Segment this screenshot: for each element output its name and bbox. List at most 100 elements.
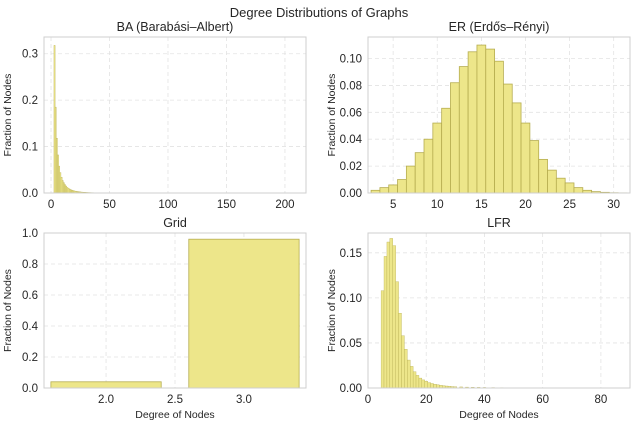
bar — [424, 381, 428, 389]
x-tick-label: 50 — [103, 199, 116, 211]
y-tick-label: 0.15 — [340, 248, 362, 260]
y-axis-label: Fraction of Nodes — [326, 74, 338, 157]
bar — [54, 106, 57, 194]
x-tick-label: 200 — [275, 199, 294, 211]
bar — [64, 184, 66, 194]
bar — [458, 66, 469, 194]
bar — [407, 359, 411, 389]
bar — [529, 140, 540, 194]
bar — [58, 165, 60, 194]
x-tick-label: 2.5 — [167, 394, 183, 406]
bar — [538, 158, 548, 194]
y-axis-label: Fraction of Nodes — [2, 74, 14, 157]
bar — [485, 48, 495, 194]
x-tick-label: 2.0 — [98, 394, 114, 406]
bar — [398, 313, 402, 389]
subplot-title: ER (Erdős–Rényi) — [449, 20, 550, 34]
bar — [430, 383, 434, 389]
y-axis-label: Fraction of Nodes — [2, 269, 14, 352]
bar — [415, 375, 420, 389]
subplot-title: BA (Barabási–Albert) — [117, 20, 234, 34]
y-tick-label: 0.0 — [22, 383, 38, 395]
bar — [379, 187, 390, 194]
x-tick-label: 0 — [48, 199, 54, 211]
subplot-title: Grid — [163, 216, 187, 230]
x-axis-label: Degree of Nodes — [135, 409, 214, 421]
bar — [511, 102, 522, 194]
axes-frame — [43, 36, 307, 194]
y-tick-label: 0.10 — [340, 293, 362, 305]
axes-frame — [367, 36, 631, 194]
y-tick-label: 0.6 — [22, 290, 38, 302]
y-tick-label: 0.1 — [22, 142, 38, 154]
bar — [70, 189, 72, 194]
y-tick-label: 0.05 — [340, 338, 362, 350]
bar — [412, 371, 417, 389]
bar — [414, 152, 425, 194]
bar — [397, 179, 407, 194]
bar — [423, 138, 434, 194]
subplot-4: 0 20 40 60 80 0.00 0.05 0.10 0.15 LFR Fraction of … — [326, 216, 631, 421]
bar — [383, 256, 388, 389]
x-tick-label: 25 — [563, 199, 576, 211]
bar — [427, 382, 431, 389]
y-tick-label: 0.08 — [340, 80, 362, 92]
bar — [65, 185, 67, 194]
bar — [380, 290, 385, 389]
bar — [389, 238, 393, 389]
bar — [503, 83, 513, 194]
y-tick-label: 0.4 — [22, 321, 39, 333]
y-tick-label: 0.02 — [340, 161, 362, 173]
x-tick-label: 60 — [536, 394, 549, 406]
bar — [467, 51, 478, 194]
y-tick-label: 1.0 — [22, 228, 38, 240]
y-tick-label: 0.04 — [340, 134, 363, 146]
bar — [555, 177, 566, 194]
bar — [63, 182, 65, 194]
x-tick-label: 15 — [475, 199, 488, 211]
bar — [401, 335, 405, 389]
y-tick-label: 0.2 — [22, 95, 38, 107]
bar — [386, 241, 391, 389]
x-tick-label: 5 — [390, 199, 396, 211]
bar — [60, 177, 63, 194]
plot-area — [368, 233, 630, 388]
subplot-1: 0 50 100 150 200 0.0 0.1 0.2 0.3 BA (Barabási–Alb… — [2, 20, 307, 211]
bar — [188, 238, 300, 389]
y-tick-label: 0.2 — [22, 352, 38, 364]
bar — [494, 60, 504, 194]
bar — [50, 381, 162, 389]
bar — [61, 180, 64, 194]
bar — [410, 366, 414, 389]
plot-area — [44, 37, 306, 193]
bar — [418, 377, 423, 389]
x-tick-label: 40 — [478, 394, 491, 406]
y-tick-label: 0.06 — [340, 107, 362, 119]
bar — [573, 187, 584, 194]
y-tick-label: 0.3 — [22, 49, 38, 61]
bar — [441, 107, 451, 194]
bar — [433, 384, 437, 389]
bar — [405, 165, 416, 194]
x-tick-label: 150 — [217, 199, 236, 211]
bar — [59, 172, 62, 194]
x-tick-label: 30 — [607, 199, 620, 211]
bar — [547, 169, 557, 194]
bar — [56, 138, 58, 194]
x-tick-label: 0 — [365, 394, 371, 406]
bar — [432, 122, 443, 194]
bar — [66, 187, 69, 194]
y-tick-label: 0.8 — [22, 259, 38, 271]
bar — [53, 45, 56, 194]
y-tick-label: 0.00 — [340, 188, 362, 200]
x-tick-label: 20 — [420, 394, 433, 406]
y-tick-label: 0.00 — [340, 383, 362, 395]
x-tick-label: 20 — [519, 199, 532, 211]
bar — [564, 182, 575, 194]
bar — [404, 349, 408, 389]
x-tick-label: 10 — [431, 199, 444, 211]
bar — [421, 379, 425, 389]
x-axis-label: Degree of Nodes — [459, 409, 538, 421]
figure-suptitle: Degree Distributions of Graphs — [230, 5, 409, 20]
